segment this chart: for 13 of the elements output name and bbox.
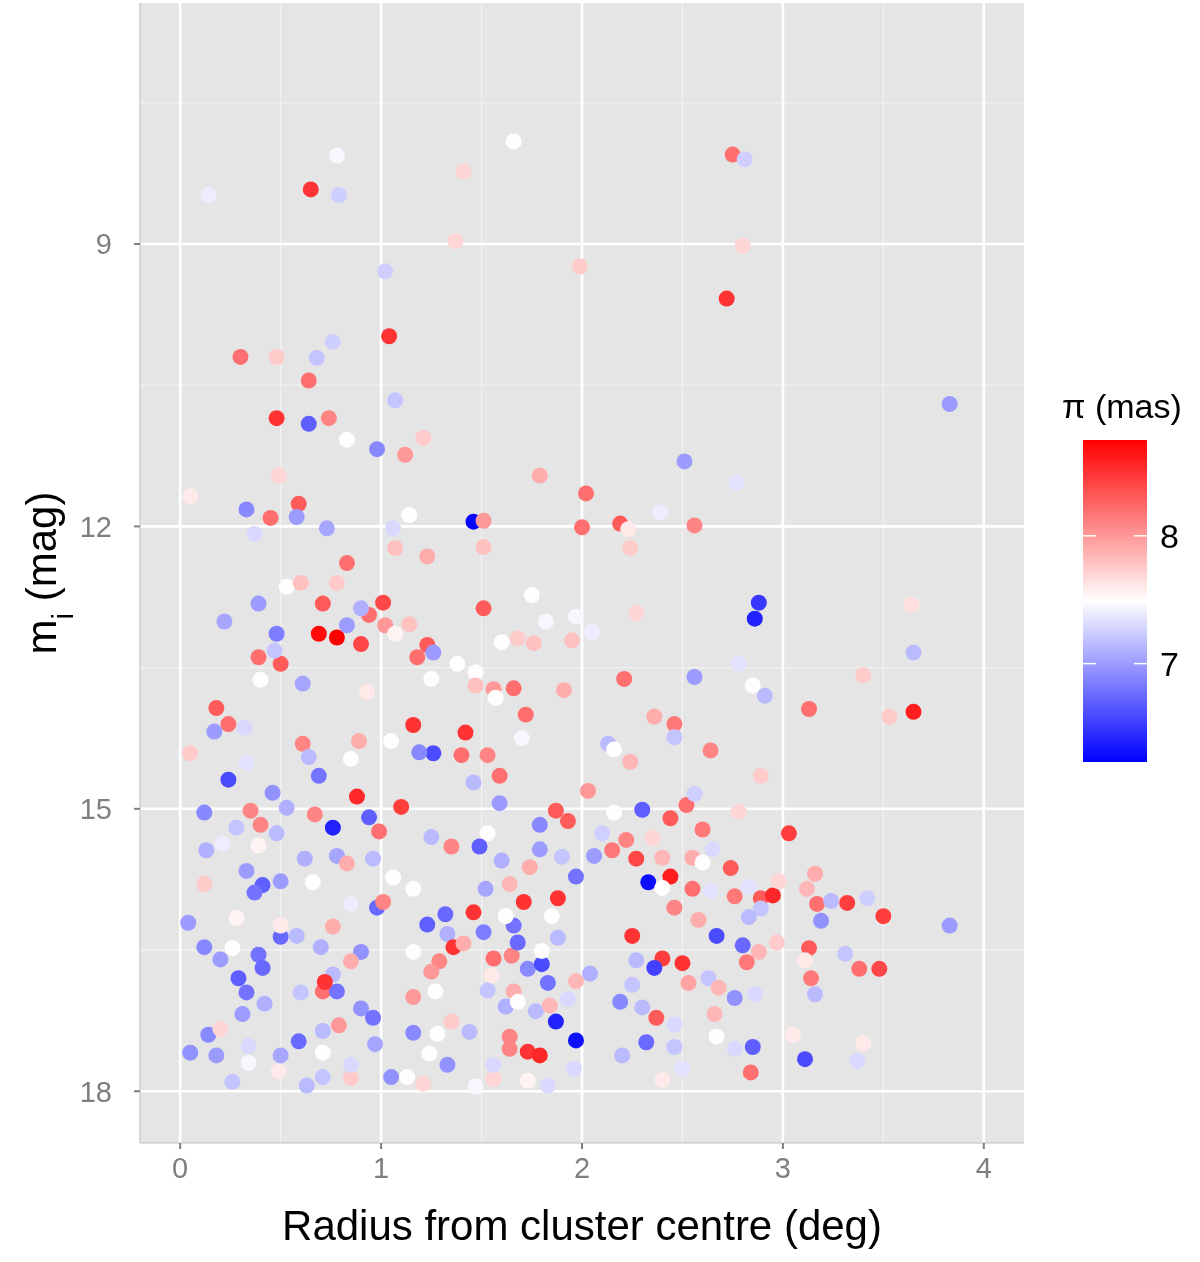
color-bar-label: 7: [1160, 644, 1179, 683]
y-tick-label: 9: [95, 228, 112, 261]
x-axis-title: Radius from cluster centre (deg): [282, 1202, 882, 1249]
x-tick-label: 3: [774, 1151, 791, 1184]
color-bar-label: 8: [1160, 517, 1179, 556]
x-tick-label: 1: [373, 1151, 390, 1184]
x-tick-label: 2: [573, 1151, 591, 1184]
y-tick-label: 12: [79, 510, 112, 543]
x-tick-label: 0: [172, 1151, 189, 1184]
y-tick-label: 18: [79, 1075, 112, 1108]
y-tick-label: 15: [79, 793, 112, 826]
color-bar-title: π (mas): [1062, 387, 1182, 425]
x-tick-label: 4: [975, 1151, 992, 1184]
